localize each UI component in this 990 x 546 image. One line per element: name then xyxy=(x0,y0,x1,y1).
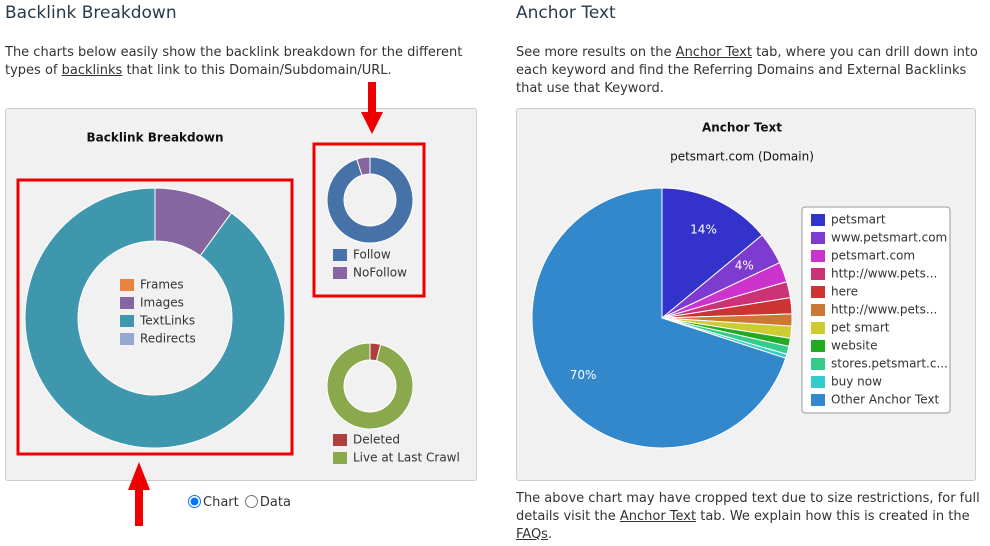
text: tab. We explain how this is created in t… xyxy=(700,509,970,524)
legend-label: NoFollow xyxy=(353,266,407,280)
legend-swatch xyxy=(811,286,825,298)
legend-label: here xyxy=(831,285,858,299)
legend-label: petsmart xyxy=(831,213,886,227)
legend-swatch xyxy=(333,249,347,261)
radio-option[interactable]: Chart xyxy=(188,495,239,510)
radio-option[interactable]: Data xyxy=(243,495,291,510)
legend-label: buy now xyxy=(831,375,882,389)
legend-swatch xyxy=(811,250,825,262)
legend-swatch xyxy=(811,340,825,352)
legend-swatch xyxy=(120,297,134,309)
value-label: 4% xyxy=(735,258,754,272)
arrow xyxy=(361,82,383,134)
legend-label: TextLinks xyxy=(139,314,195,328)
legend-swatch xyxy=(333,434,347,446)
legend-label: website xyxy=(831,339,878,353)
label: Chart xyxy=(203,495,239,510)
highlight-box xyxy=(312,142,426,298)
text: The charts below easily show the backlin… xyxy=(5,45,463,78)
right-intro: See more results on the Anchor Text tab,… xyxy=(516,44,986,98)
legend-swatch xyxy=(120,315,134,327)
legend-label: petsmart.com xyxy=(831,249,915,263)
legend-label: Live at Last Crawl xyxy=(353,451,460,465)
chart-title: Backlink Breakdown xyxy=(86,131,223,145)
legend-swatch xyxy=(811,232,825,244)
view-toggle: Chart Data xyxy=(188,495,291,510)
text: See more results on the xyxy=(516,45,672,60)
legend-label: Redirects xyxy=(140,332,196,346)
slice xyxy=(326,342,414,430)
legend-swatch xyxy=(811,304,825,316)
legend-box xyxy=(801,206,951,414)
text: that link to this Domain/Subdomain/URL. xyxy=(126,63,392,78)
text: tab, where you can drill down into each … xyxy=(516,45,978,96)
slice xyxy=(661,187,763,320)
legend-label: Follow xyxy=(353,248,391,262)
legend-swatch xyxy=(333,452,347,464)
arrow xyxy=(128,462,150,526)
link[interactable]: backlinks xyxy=(61,63,123,78)
value-label: 14% xyxy=(690,222,717,236)
left-intro: The charts below easily show the backlin… xyxy=(5,44,465,80)
legend-swatch xyxy=(120,279,134,291)
radio[interactable] xyxy=(188,495,201,508)
legend-swatch xyxy=(333,267,347,279)
legend-swatch xyxy=(811,322,825,334)
legend-swatch xyxy=(811,376,825,388)
link[interactable]: Anchor Text xyxy=(619,509,697,524)
chart-title: Anchor Text xyxy=(702,121,782,135)
legend-label: Deleted xyxy=(353,433,400,447)
slice xyxy=(326,156,414,244)
text: The above chart may have cropped text du… xyxy=(516,491,980,524)
legend-label: Other Anchor Text xyxy=(831,393,940,407)
legend-label: stores.petsmart.c... xyxy=(831,357,948,371)
text: . xyxy=(547,527,553,542)
highlight-box xyxy=(16,178,294,456)
legend-swatch xyxy=(811,358,825,370)
chart-subtitle: petsmart.com (Domain) xyxy=(670,150,814,164)
link[interactable]: FAQs xyxy=(516,527,548,542)
right-heading: Anchor Text xyxy=(516,3,616,23)
legend-label: Images xyxy=(140,296,184,310)
link[interactable]: Anchor Text xyxy=(675,45,752,60)
legend-label: Frames xyxy=(140,278,184,292)
legend-label: http://www.pets... xyxy=(831,267,937,281)
legend-label: pet smart xyxy=(831,321,890,335)
radio[interactable] xyxy=(244,495,258,508)
legend-swatch xyxy=(120,333,134,345)
legend-label: http://www.pets... xyxy=(831,303,937,317)
value-label: 70% xyxy=(570,368,597,382)
legend-swatch xyxy=(811,268,825,280)
label: Data xyxy=(259,495,291,510)
slice xyxy=(356,156,371,176)
left-heading: Backlink Breakdown xyxy=(5,3,177,23)
legend-swatch xyxy=(811,214,825,226)
legend-label: www.petsmart.com xyxy=(831,231,947,245)
slice xyxy=(24,187,286,449)
slice xyxy=(531,187,787,449)
legend-swatch xyxy=(811,394,825,406)
right-footer: The above chart may have cropped text du… xyxy=(516,490,986,544)
